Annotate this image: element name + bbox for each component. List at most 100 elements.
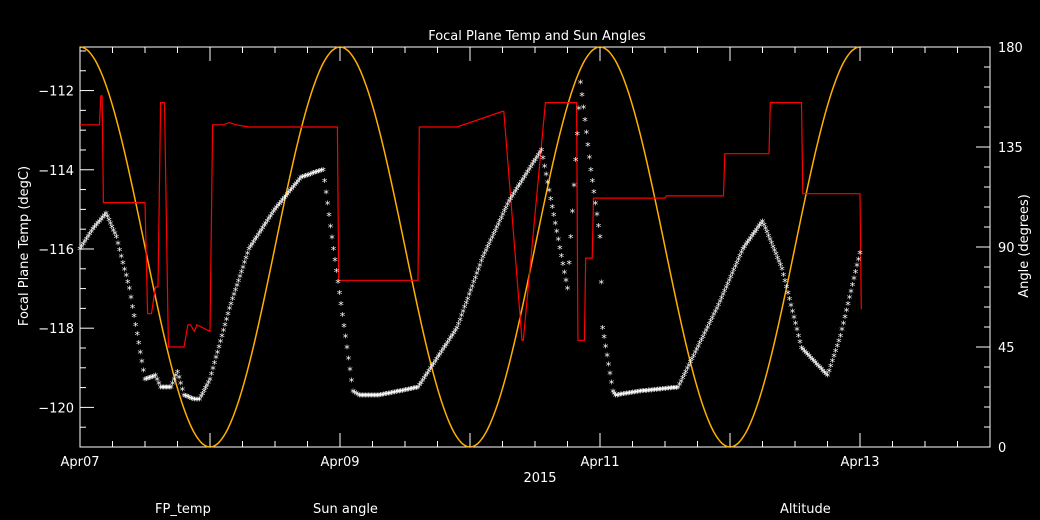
- fp-temp-point: *: [468, 285, 474, 298]
- fp-temp-point: *: [288, 186, 294, 199]
- fp-temp-point: *: [733, 262, 739, 275]
- fp-temp-point: *: [218, 336, 224, 349]
- fp-temp-point: *: [209, 369, 215, 382]
- fp-temp-point: *: [120, 258, 126, 271]
- y2-tick-label: 45: [998, 341, 1015, 356]
- fp-temp-point: *: [109, 222, 115, 235]
- fp-temp-point: *: [854, 261, 860, 274]
- fp-temp-point: *: [755, 223, 761, 236]
- fp-temp-point: *: [845, 299, 851, 312]
- fp-temp-point: *: [159, 383, 165, 396]
- fp-temp-point: *: [711, 310, 717, 323]
- fp-temp-point: *: [791, 313, 797, 326]
- fp-temp-point: *: [90, 224, 96, 237]
- fp-temp-point: *: [570, 206, 576, 219]
- fp-temp-point: *: [370, 391, 376, 404]
- fp-temp-point: *: [462, 302, 468, 315]
- fp-temp-point: *: [730, 268, 736, 281]
- fp-temp-point: *: [599, 278, 605, 291]
- fp-temp-point: *: [460, 306, 466, 319]
- fp-temp-point: *: [319, 165, 325, 178]
- fp-temp-point: *: [312, 168, 318, 181]
- fp-temp-point: *: [748, 233, 754, 246]
- x-tick-label: Apr11: [580, 455, 619, 470]
- fp-temp-point: *: [751, 229, 757, 242]
- fp-temp-point: *: [268, 211, 274, 224]
- fp-temp-point: *: [331, 244, 337, 257]
- fp-temp-point: *: [153, 371, 159, 384]
- fp-temp-point: *: [519, 177, 525, 190]
- fp-temp-point: *: [739, 248, 745, 261]
- fp-temp-point: *: [784, 282, 790, 295]
- fp-temp-point: *: [200, 389, 206, 402]
- fp-temp-point: *: [619, 390, 625, 403]
- fp-temp-point: *: [770, 242, 776, 255]
- fp-temp-point: *: [596, 221, 602, 234]
- x-tick-label: Apr07: [60, 455, 99, 470]
- fp-temp-point: *: [591, 187, 597, 200]
- fp-temp-point: *: [265, 216, 271, 229]
- fp-temp-point: *: [647, 385, 653, 398]
- fp-temp-point: *: [658, 384, 664, 397]
- fp-temp-point: *: [844, 306, 850, 319]
- fp-temp-point: *: [823, 369, 829, 382]
- fp-temp-point: *: [796, 331, 802, 344]
- fp-temp-point: *: [114, 232, 120, 245]
- fp-temp-point: *: [190, 394, 196, 407]
- sun-angle-series: [80, 95, 862, 348]
- y2-tick-label: 90: [998, 241, 1015, 256]
- fp-temp-point: *: [291, 182, 297, 195]
- fp-temp-point: *: [520, 174, 526, 187]
- fp-temp-point: *: [115, 239, 121, 252]
- fp-temp-point: *: [364, 391, 370, 404]
- fp-temp-point: *: [245, 249, 251, 262]
- fp-temp-point: *: [546, 186, 552, 199]
- fp-temp-point: *: [412, 383, 418, 396]
- fp-temp-point: *: [722, 286, 728, 299]
- fp-temp-point: *: [560, 259, 566, 272]
- fp-temp-point: *: [740, 244, 746, 257]
- fp-temp-point: *: [689, 354, 695, 367]
- y-tick-label: −112: [38, 85, 74, 100]
- fp-temp-point: *: [672, 383, 678, 396]
- fp-temp-point: *: [161, 383, 167, 396]
- fp-temp-point: *: [195, 395, 201, 408]
- fp-temp-point: *: [131, 311, 137, 324]
- fp-temp-point: *: [485, 242, 491, 255]
- fp-temp-point: *: [275, 201, 281, 214]
- fp-temp-point: *: [734, 258, 740, 271]
- fp-temp-point: *: [692, 348, 698, 361]
- fp-temp-point: *: [814, 359, 820, 372]
- fp-temp-point: *: [760, 216, 766, 229]
- fp-temp-point: *: [292, 180, 298, 193]
- fp-temp-point: *: [731, 265, 737, 278]
- fp-temp-point: *: [227, 303, 233, 316]
- fp-temp-point: *: [632, 387, 638, 400]
- fp-temp-point: *: [343, 332, 349, 345]
- fp-temp-point: *: [395, 387, 401, 400]
- fp-temp-point: *: [432, 357, 438, 370]
- fp-temp-point: *: [778, 260, 784, 273]
- fp-temp-point: *: [262, 221, 268, 234]
- fp-temp-point: *: [769, 238, 775, 251]
- fp-temp-point: *: [719, 293, 725, 306]
- fp-temp-point: *: [258, 225, 264, 238]
- fp-temp-point: *: [425, 368, 431, 381]
- fp-temp-point: *: [334, 266, 340, 279]
- fp-temp-point: *: [138, 347, 144, 360]
- fp-temp-point: *: [316, 167, 322, 180]
- fp-temp-point: *: [436, 352, 442, 365]
- fp-temp-point: *: [683, 367, 689, 380]
- fp-temp-point: *: [323, 187, 329, 200]
- fp-temp-point: *: [87, 229, 93, 242]
- fp-temp-point: *: [776, 257, 782, 270]
- fp-temp-point: *: [379, 390, 385, 403]
- fp-temp-point: *: [85, 232, 91, 245]
- fp-temp-point: *: [347, 365, 353, 378]
- fp-temp-point: *: [576, 103, 582, 116]
- fp-temp-point: *: [511, 189, 517, 202]
- fp-temp-point: *: [523, 170, 529, 183]
- fp-temp-point: *: [554, 227, 560, 240]
- fp-temp-point: *: [322, 176, 328, 189]
- fp-temp-point: *: [496, 219, 502, 232]
